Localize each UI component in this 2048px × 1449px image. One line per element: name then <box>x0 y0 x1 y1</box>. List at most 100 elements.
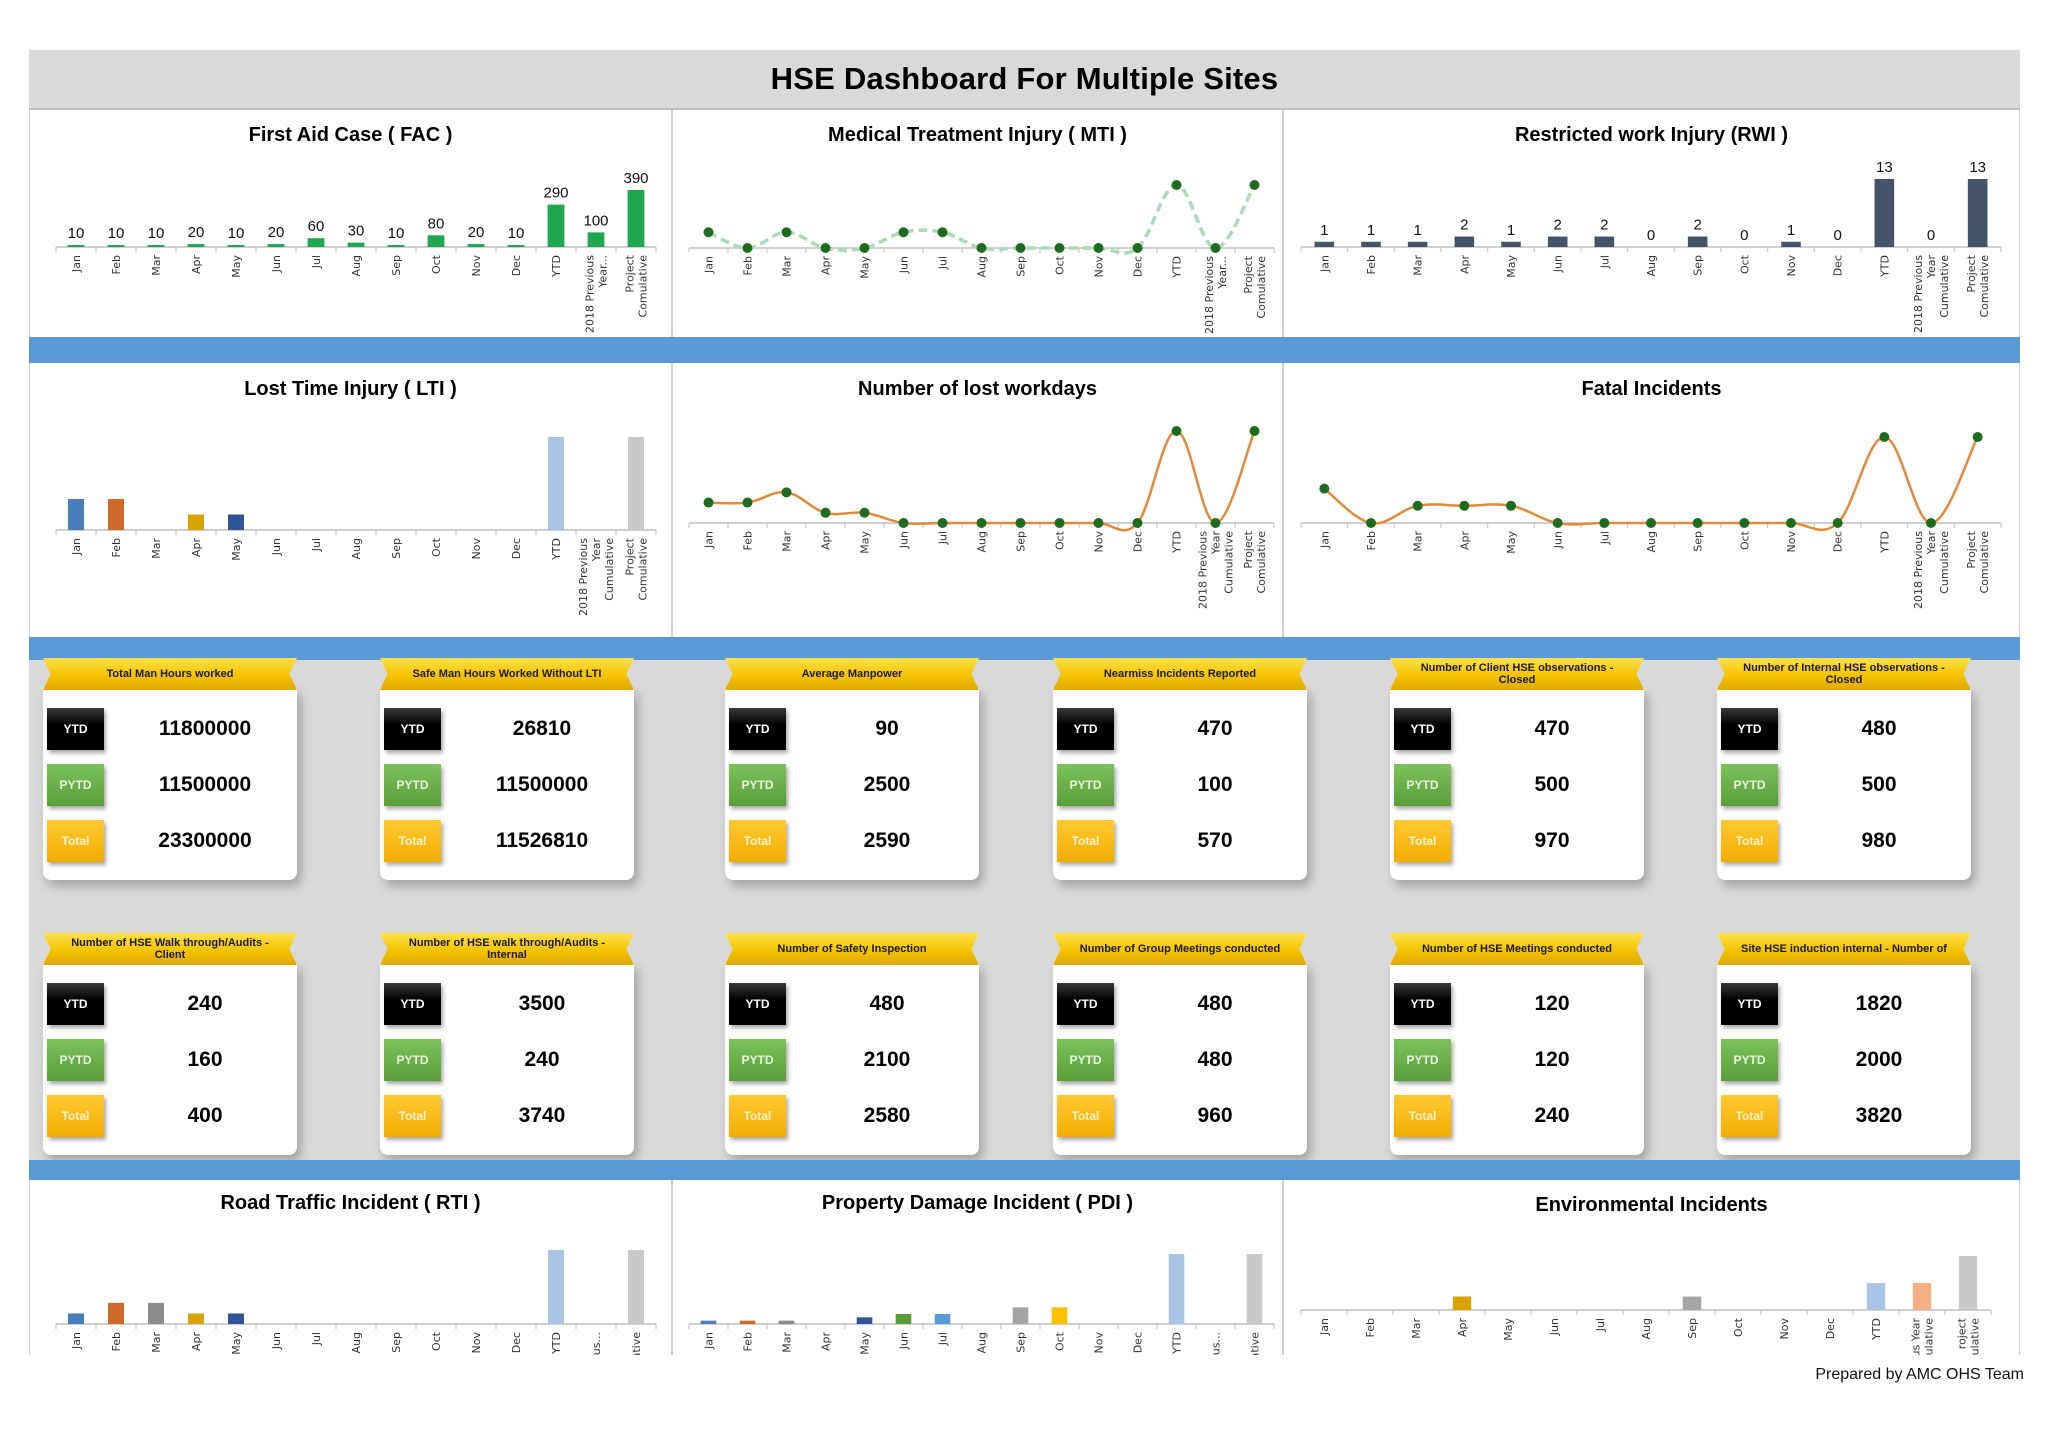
kpi-row-ytd: YTD 480 <box>1721 708 1967 756</box>
section-divider <box>29 637 2020 660</box>
svg-text:Jan: Jan <box>70 1332 83 1350</box>
kpi-badge-total: Total <box>1721 1095 1778 1137</box>
bar <box>1454 236 1475 247</box>
svg-text:ulative: ulative <box>1923 1318 1936 1355</box>
bar <box>427 235 445 247</box>
svg-text:Jan: Jan <box>703 256 716 274</box>
series-line <box>708 429 1256 532</box>
chart-title: Medical Treatment Injury ( MTI ) <box>828 124 1127 146</box>
bar <box>467 244 485 247</box>
svg-text:Mar: Mar <box>781 256 794 277</box>
svg-text:Oct: Oct <box>430 254 443 274</box>
svg-text:Jul: Jul <box>310 1332 323 1346</box>
svg-text:Aug: Aug <box>976 531 989 552</box>
chart-rwi: Restricted work Injury (RWI ) Jan Feb Mar A… <box>1283 110 2020 337</box>
svg-text:80: 80 <box>428 215 445 232</box>
data-point <box>1132 518 1143 528</box>
svg-text:13: 13 <box>1969 159 1986 176</box>
svg-text:Project: Project <box>1242 255 1255 293</box>
bar <box>627 190 645 247</box>
kpi-badge-ytd: YTD <box>47 983 104 1025</box>
data-point <box>1926 518 1936 528</box>
bar <box>68 1313 84 1324</box>
kpi-value-pytd: 240 <box>524 1048 560 1071</box>
data-point <box>1552 518 1563 528</box>
bar <box>1407 241 1428 247</box>
svg-text:0: 0 <box>1647 227 1655 244</box>
svg-text:Jul: Jul <box>310 255 323 269</box>
kpi-card-body: YTD 480 PYTD 500 Total 980 <box>1717 688 1971 880</box>
kpi-row-total: Total 11526810 <box>384 820 630 868</box>
svg-text:2: 2 <box>1600 217 1608 234</box>
chart-pdi: Property Damage Incident ( PDI ) Jan Feb M… <box>672 1180 1283 1355</box>
kpi-badge-total: Total <box>47 1095 104 1137</box>
bar <box>188 514 204 530</box>
kpi-badge-pytd: PYTD <box>1721 764 1778 806</box>
bar <box>1912 1283 1932 1310</box>
bar <box>67 245 85 247</box>
svg-text:290: 290 <box>543 185 568 202</box>
kpi-row-pytd: PYTD 240 <box>384 1039 630 1087</box>
svg-text:Dec: Dec <box>510 1332 523 1353</box>
kpi-row-total: Total 3820 <box>1721 1095 1967 1143</box>
svg-text:Sep: Sep <box>1015 531 1028 552</box>
kpi-value-total: 240 <box>1534 1104 1570 1127</box>
bar <box>628 1250 644 1324</box>
kpi-badge-ytd: YTD <box>1394 983 1451 1025</box>
svg-text:Feb: Feb <box>110 1332 123 1351</box>
svg-text:Nov: Nov <box>470 1332 483 1354</box>
chart-mti: Medical Treatment Injury ( MTI ) Jan Feb M… <box>672 110 1283 337</box>
kpi-badge-ytd: YTD <box>1057 983 1114 1025</box>
kpi-badge-total: Total <box>1057 1095 1114 1137</box>
kpi-card-title: Number of Group Meetings conducted <box>1053 933 1307 965</box>
svg-text:Mar: Mar <box>1412 531 1425 552</box>
svg-text:Jan: Jan <box>703 531 716 549</box>
svg-text:YTD: YTD <box>1870 1318 1883 1341</box>
kpi-card-title: Number of Safety Inspection <box>725 933 979 965</box>
svg-text:Aug: Aug <box>976 1332 989 1353</box>
data-point <box>1832 518 1843 528</box>
svg-text:2: 2 <box>1553 217 1561 234</box>
bar <box>1361 241 1381 247</box>
chart-fatal-incidents: Fatal Incidents Jan Feb Mar Apr May Jun Jul Aug… <box>1283 363 2020 637</box>
svg-text:Year: Year <box>590 538 603 563</box>
svg-text:Apr: Apr <box>190 255 203 275</box>
svg-text:2018 Previous: 2018 Previous <box>1912 531 1925 609</box>
bar <box>1012 1307 1029 1324</box>
kpi-row-total: Total 240 <box>1394 1095 1640 1143</box>
svg-text:Jun: Jun <box>270 255 283 273</box>
svg-text:Oct: Oct <box>430 537 443 557</box>
svg-text:Aug: Aug <box>350 538 363 559</box>
svg-text:YTD: YTD <box>1171 1332 1184 1355</box>
bar <box>507 245 525 247</box>
page-title: HSE Dashboard For Multiple Sites <box>770 61 1279 96</box>
svg-text:Dec: Dec <box>1132 1332 1145 1353</box>
svg-text:Sep: Sep <box>390 255 403 276</box>
svg-text:YTD: YTD <box>1878 531 1891 554</box>
data-point <box>898 227 909 238</box>
svg-text:ect ative: ect ative <box>1249 1332 1262 1355</box>
bar <box>700 1320 717 1324</box>
kpi-card-body: YTD 11800000 PYTD 11500000 Total 2330000… <box>43 688 297 880</box>
chart-plot: Jan Feb Mar Apr May Jun Jul Aug Sep Oct Nov Dec YTD 2… <box>55 170 657 333</box>
kpi-value-pytd: 11500000 <box>158 773 252 796</box>
kpi-badge-pytd: PYTD <box>729 764 786 806</box>
svg-text:Nov: Nov <box>470 538 483 560</box>
svg-text:roject: roject <box>1956 1317 1969 1349</box>
data-point <box>1972 432 1983 442</box>
data-point <box>1054 518 1065 528</box>
bar <box>587 232 605 247</box>
svg-text:Nov: Nov <box>1778 1318 1791 1340</box>
kpi-row-ytd: YTD 3500 <box>384 983 630 1031</box>
svg-text:Cumulative: Cumulative <box>1223 531 1236 594</box>
bar <box>1967 179 1988 247</box>
svg-text:Nov: Nov <box>1093 256 1106 278</box>
kpi-value-total: 3740 <box>518 1104 566 1127</box>
kpi-badge-total: Total <box>729 1095 786 1137</box>
svg-text:Jan: Jan <box>703 1332 716 1350</box>
bar <box>267 244 285 247</box>
kpi-value-ytd: 470 <box>1534 717 1570 740</box>
kpi-row-total: Total 570 <box>1057 820 1303 868</box>
kpi-value-total: 960 <box>1197 1104 1233 1127</box>
kpi-card-body: YTD 240 PYTD 160 Total 400 <box>43 963 297 1155</box>
